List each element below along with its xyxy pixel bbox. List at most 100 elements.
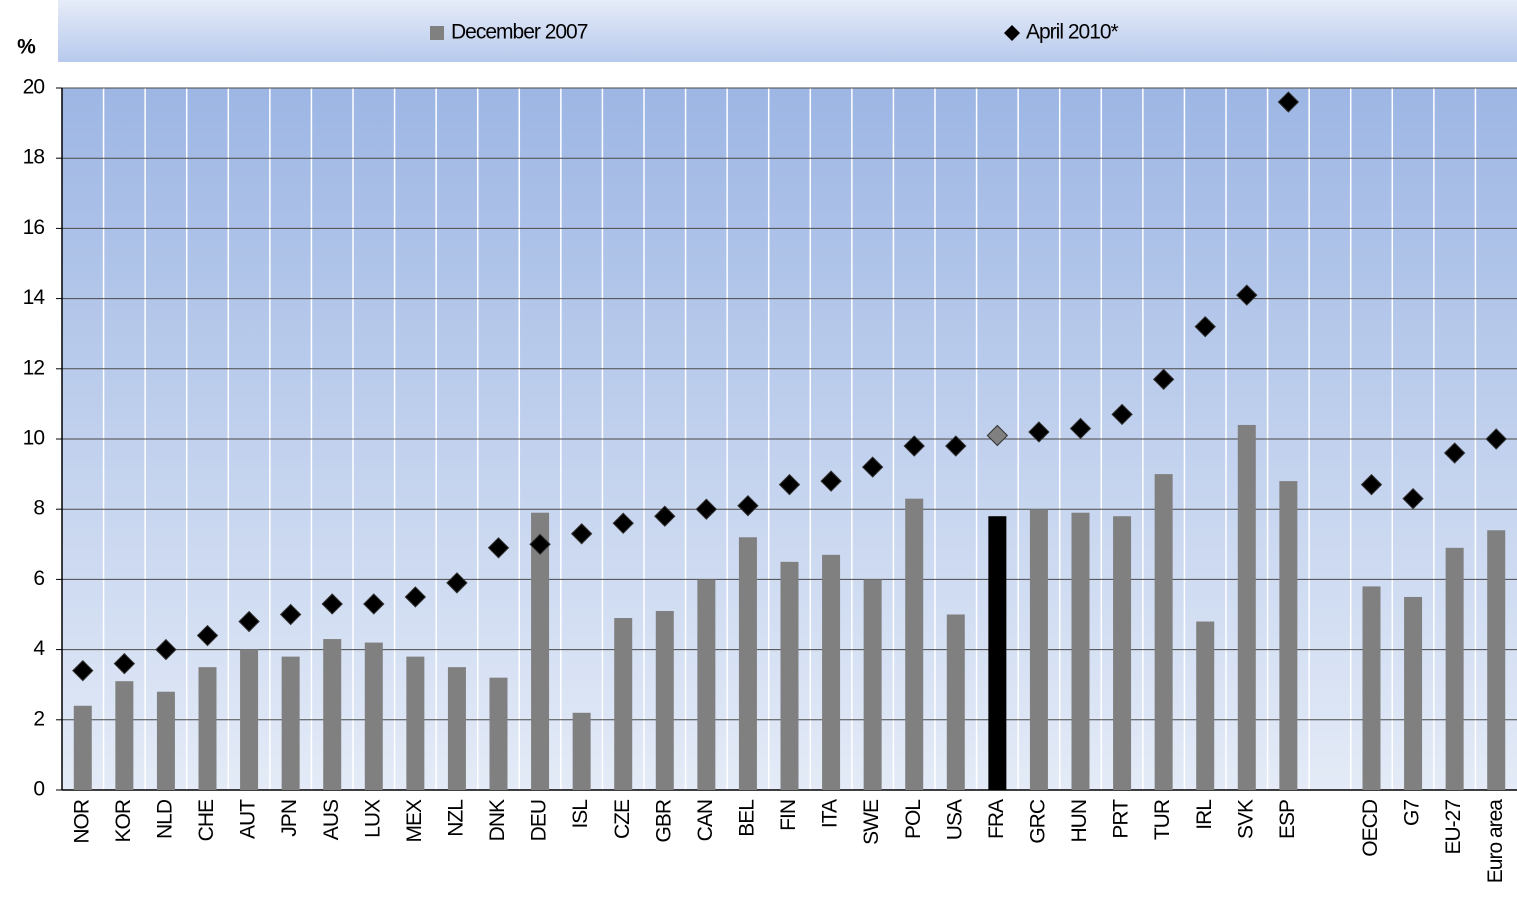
bar bbox=[1071, 512, 1090, 790]
bar bbox=[1196, 621, 1215, 790]
x-tick-label: EU-27 bbox=[1442, 800, 1465, 855]
x-tick-label: HUN bbox=[1068, 800, 1091, 843]
x-tick-label: NZL bbox=[444, 800, 467, 837]
y-tick-label: 8 bbox=[33, 497, 44, 520]
bar bbox=[780, 561, 799, 790]
x-tick-label: NLD bbox=[153, 799, 176, 839]
legend-swatch bbox=[430, 26, 444, 40]
bar bbox=[323, 639, 342, 790]
bar bbox=[73, 705, 92, 790]
bar bbox=[1279, 481, 1298, 790]
bar bbox=[1113, 516, 1132, 790]
marker bbox=[737, 494, 759, 517]
x-tick-label: ITA bbox=[819, 799, 842, 828]
marker bbox=[861, 456, 884, 478]
legend-band bbox=[58, 0, 1517, 62]
y-tick-label: 20 bbox=[23, 76, 45, 99]
marker bbox=[1111, 403, 1133, 426]
marker bbox=[1485, 428, 1507, 450]
y-tick-label: 16 bbox=[23, 216, 45, 239]
marker bbox=[945, 435, 967, 457]
marker bbox=[1236, 284, 1258, 306]
x-tick-label: POL bbox=[902, 800, 925, 839]
x-tick-label: LUX bbox=[361, 799, 384, 838]
bar bbox=[240, 649, 259, 790]
x-tick-label: CHE bbox=[195, 799, 218, 841]
marker bbox=[778, 473, 801, 496]
marker bbox=[570, 523, 593, 545]
marker bbox=[321, 593, 343, 615]
bar bbox=[1154, 474, 1173, 790]
bar bbox=[115, 681, 134, 790]
marker bbox=[363, 593, 385, 615]
y-tick-label: 2 bbox=[33, 707, 44, 730]
y-tick-label: 18 bbox=[23, 146, 45, 169]
marker bbox=[986, 424, 1009, 447]
y-tick-label: 6 bbox=[33, 567, 44, 590]
marker bbox=[1443, 442, 1466, 464]
marker bbox=[155, 638, 177, 661]
marker bbox=[72, 659, 94, 682]
bar bbox=[988, 516, 1007, 790]
x-tick-label: KOR bbox=[112, 799, 135, 842]
marker bbox=[279, 603, 302, 626]
x-tick-label: G7 bbox=[1401, 800, 1424, 826]
marker bbox=[238, 610, 260, 633]
x-tick-label: DNK bbox=[486, 799, 509, 841]
x-tick-label: NOR bbox=[70, 799, 93, 844]
marker bbox=[903, 435, 925, 457]
bar bbox=[406, 656, 425, 790]
x-tick-label: SWE bbox=[860, 799, 883, 845]
marker bbox=[1028, 421, 1050, 443]
bar bbox=[1487, 530, 1506, 790]
bar bbox=[822, 554, 841, 790]
bar bbox=[1404, 596, 1423, 790]
y-tick-label: 4 bbox=[33, 637, 45, 660]
marker bbox=[487, 537, 510, 559]
bar bbox=[863, 579, 882, 790]
bar bbox=[364, 642, 383, 790]
marker bbox=[654, 505, 676, 527]
marker bbox=[1152, 368, 1175, 391]
x-tick-label: FRA bbox=[985, 799, 1008, 839]
bar bbox=[905, 498, 924, 790]
marker bbox=[1277, 91, 1300, 113]
x-tick-label: CZE bbox=[611, 799, 634, 839]
x-tick-label: TUR bbox=[1151, 799, 1174, 840]
x-tick-label: FIN bbox=[777, 800, 800, 831]
marker bbox=[404, 586, 427, 608]
x-tick-label: CAN bbox=[694, 800, 717, 841]
bar bbox=[198, 667, 217, 790]
y-tick-label: 12 bbox=[23, 356, 45, 379]
x-tick-label: GRC bbox=[1026, 799, 1049, 844]
marker bbox=[1194, 315, 1216, 338]
marker bbox=[820, 470, 842, 492]
bar bbox=[655, 610, 674, 790]
bar bbox=[531, 512, 550, 790]
y-tick-label: 0 bbox=[33, 778, 44, 801]
x-tick-label: AUT bbox=[237, 799, 260, 839]
legend-swatch bbox=[1004, 25, 1020, 41]
bar bbox=[697, 579, 716, 790]
bar bbox=[1445, 547, 1464, 790]
x-tick-label: JPN bbox=[278, 800, 301, 837]
bar bbox=[738, 537, 757, 790]
x-tick-label: BEL bbox=[735, 800, 758, 837]
x-tick-label: ISL bbox=[569, 800, 592, 829]
x-tick-label: GBR bbox=[652, 799, 675, 842]
x-tick-label: SVK bbox=[1234, 799, 1257, 839]
bar bbox=[281, 656, 300, 790]
x-tick-label: AUS bbox=[320, 799, 343, 840]
legend-label: December 2007 bbox=[451, 21, 588, 44]
bar bbox=[156, 691, 175, 790]
x-tick-label: MEX bbox=[403, 799, 426, 843]
bar bbox=[946, 614, 965, 790]
x-tick-label: IRL bbox=[1193, 800, 1216, 830]
marker bbox=[529, 533, 551, 556]
x-tick-label: DEU bbox=[528, 800, 551, 841]
bar bbox=[1362, 586, 1381, 790]
x-tick-label: ESP bbox=[1276, 800, 1299, 839]
y-tick-label: 14 bbox=[23, 286, 46, 309]
bar bbox=[1237, 424, 1256, 790]
